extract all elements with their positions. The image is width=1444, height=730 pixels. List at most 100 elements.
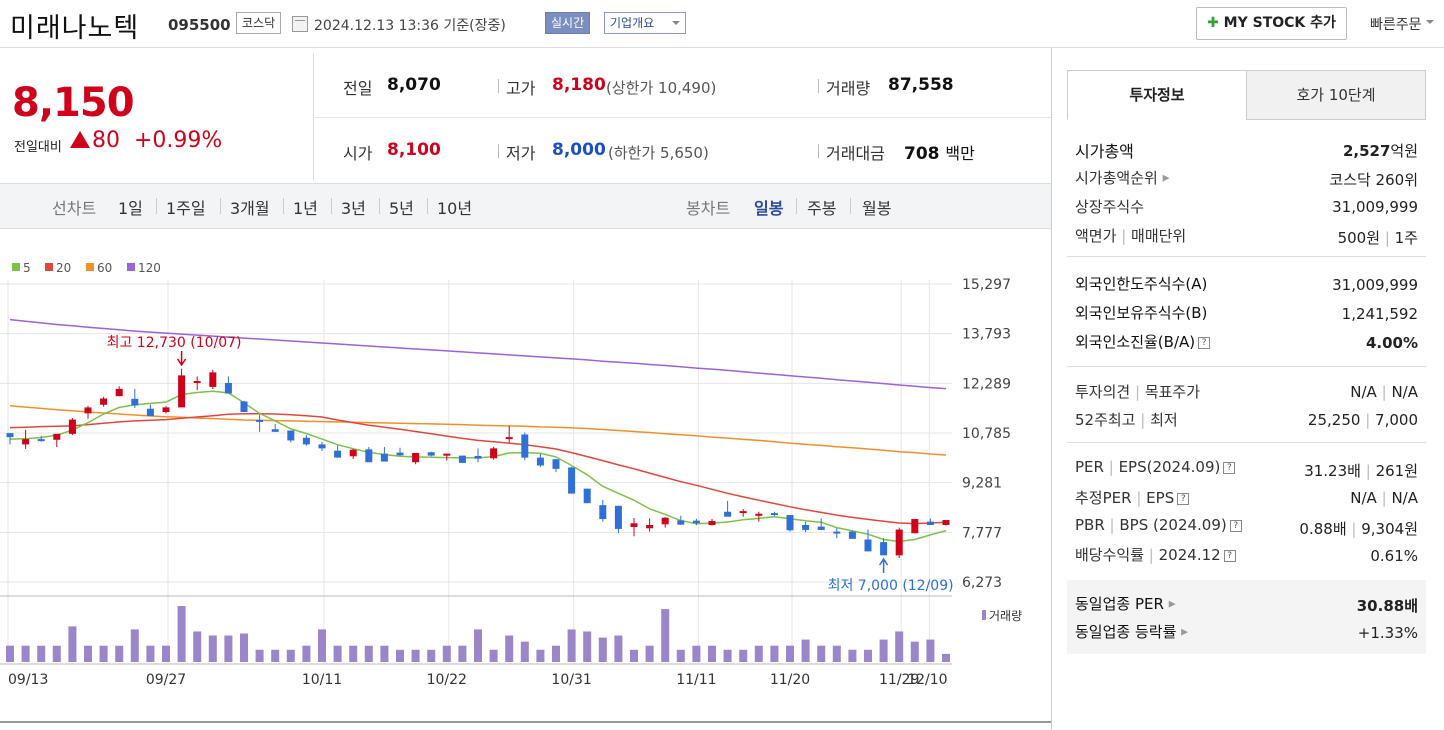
candle-body — [287, 430, 295, 441]
candle-body — [334, 450, 342, 458]
x-tick-label: 12/10 — [907, 672, 947, 688]
candle-monthly[interactable]: 월봉 — [862, 199, 892, 218]
volume-bar — [895, 631, 904, 662]
foreign-rate-value: 4.00% — [1365, 334, 1418, 352]
eps-value-text: 261원 — [1375, 462, 1418, 480]
add-my-stock-button[interactable]: ✚ MY STOCK 추가 — [1196, 7, 1347, 40]
open-value: 8,100 — [387, 140, 441, 160]
volume-bar — [130, 629, 139, 662]
volume-bar — [99, 645, 108, 662]
help-icon[interactable]: ? — [1229, 519, 1242, 532]
mktcap-unit: 억원 — [1390, 142, 1418, 160]
eps-text: EPS(2024.09) — [1118, 458, 1221, 476]
volume-bar — [224, 635, 233, 662]
volume-bar — [318, 629, 326, 662]
candle-body — [193, 380, 201, 383]
datetime-basis: 기준(장중) — [443, 18, 506, 34]
help-icon[interactable]: ? — [1223, 549, 1236, 562]
sector-rate-label[interactable]: 동일업종 등락률 ▶ — [1075, 621, 1188, 642]
y-tick-label: 13,793 — [962, 327, 1011, 343]
candle-body — [630, 523, 638, 527]
help-icon[interactable]: ? — [1223, 461, 1236, 474]
y-tick-label: 7,777 — [962, 525, 1002, 541]
par-unit-label: 액면가 | 매매단위 — [1075, 227, 1187, 245]
week52-high-value: 25,250 — [1307, 411, 1361, 429]
period-3y[interactable]: 3년 — [341, 199, 366, 218]
period-3m[interactable]: 3개월 — [230, 199, 270, 218]
volume-bar — [630, 649, 638, 662]
volume-bar — [271, 649, 280, 662]
candle-body — [942, 520, 950, 525]
per-text: PER — [1075, 458, 1104, 476]
volume-bar — [21, 645, 30, 662]
prev-close-label: 전일 — [343, 79, 373, 98]
company-overview-dropdown[interactable]: 기업개요 — [604, 12, 686, 34]
volume-bar — [926, 639, 935, 662]
pbr-value-text: 0.88배 — [1299, 520, 1347, 538]
quick-order-dropdown[interactable]: 빠른주문 — [1370, 14, 1433, 34]
candle-body — [536, 457, 544, 466]
lower-limit: (하한가 5,650) — [608, 144, 709, 162]
pbr-label: PBR | BPS (2024.09)? — [1075, 516, 1242, 534]
x-tick-label: 11/29 — [879, 672, 919, 688]
par-value: 500원 — [1337, 229, 1381, 247]
tab-invest-info[interactable]: 투자정보 — [1067, 70, 1247, 120]
low-value: 8,000 — [552, 140, 606, 160]
candle-body — [583, 488, 591, 504]
period-1w[interactable]: 1주일 — [166, 199, 206, 218]
candle-body — [37, 439, 45, 442]
legend-swatch-60 — [86, 263, 94, 271]
volume-bar — [552, 645, 560, 662]
up-triangle-icon — [70, 131, 90, 148]
volume-bar — [458, 645, 467, 662]
line-chart-label: 선차트 — [52, 199, 97, 218]
period-1d[interactable]: 1일 — [118, 199, 143, 218]
est-per-label: 추정PER | EPS? — [1075, 487, 1190, 508]
period-5y[interactable]: 5년 — [389, 199, 414, 218]
help-icon[interactable]: ? — [1198, 336, 1211, 349]
volume-bar — [739, 649, 748, 662]
volume-bar — [6, 645, 14, 662]
est-eps-text: EPS — [1146, 489, 1175, 507]
candle-body — [708, 521, 716, 525]
mktcap-rank-label[interactable]: 시가총액순위 ▶ — [1075, 167, 1170, 188]
volume-bar — [801, 639, 810, 662]
week52-high-text: 52주최고 — [1075, 411, 1136, 429]
sector-per-label[interactable]: 동일업종 PER ▶ — [1075, 593, 1176, 614]
volume-bar — [770, 645, 779, 662]
candle-body — [739, 511, 747, 514]
low-label: 저가 — [506, 144, 536, 163]
volume-bar — [333, 645, 342, 662]
candle-body — [864, 539, 872, 552]
volume-legend-label: 거래량 — [989, 609, 1022, 623]
volume-label: 거래량 — [826, 79, 871, 98]
est-per-value-text: N/A — [1350, 489, 1377, 507]
week52-low-value: 7,000 — [1375, 411, 1418, 429]
volume-bar — [349, 645, 358, 662]
volume-bar — [536, 649, 545, 662]
volume-legend-swatch — [982, 610, 986, 620]
candle-weekly[interactable]: 주봉 — [807, 199, 837, 218]
period-10y[interactable]: 10년 — [437, 199, 473, 218]
candle-daily[interactable]: 일봉 — [754, 199, 784, 218]
help-icon[interactable]: ? — [1177, 492, 1190, 505]
volume-bar — [614, 635, 623, 662]
realtime-button[interactable]: 실시간 — [545, 12, 591, 34]
candle-body — [661, 517, 669, 525]
foreign-limit-value: 31,009,999 — [1332, 276, 1418, 294]
par-unit-value: 500원 | 1주 — [1337, 229, 1418, 247]
tab-orderbook[interactable]: 호가 10단계 — [1246, 70, 1426, 120]
min-price-annotation: 최저 7,000 (12/09) — [828, 578, 954, 594]
volume-bar — [942, 653, 950, 662]
y-tick-label: 10,785 — [962, 426, 1011, 442]
candle-body — [458, 455, 466, 463]
candle-body — [427, 452, 435, 456]
volume-bar — [786, 645, 794, 662]
high-label: 고가 — [506, 79, 536, 98]
candle-body — [271, 429, 279, 432]
x-tick-label: 09/27 — [146, 672, 186, 688]
candle-body — [131, 398, 139, 406]
chevron-right-icon: ▶ — [1181, 627, 1189, 638]
period-1y[interactable]: 1년 — [293, 199, 318, 218]
candle-body — [505, 437, 513, 440]
